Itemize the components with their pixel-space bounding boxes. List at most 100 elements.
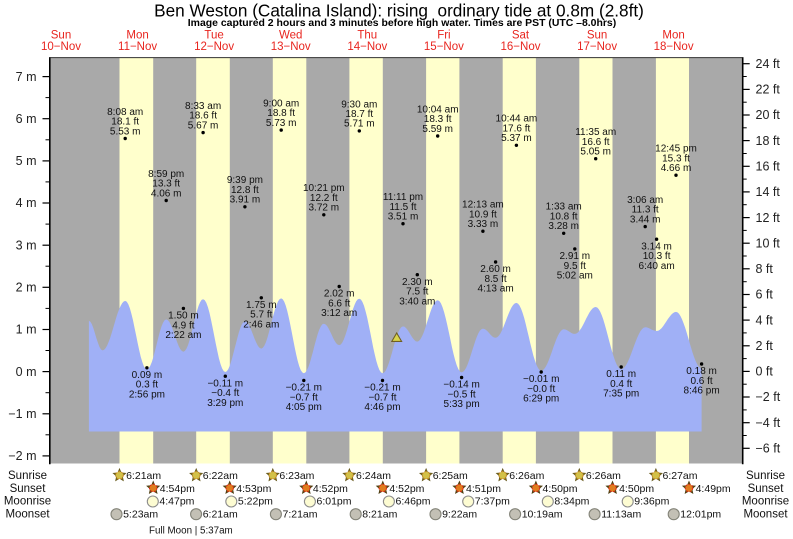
svg-text:−1 m: −1 m [8, 407, 36, 421]
svg-text:1 m: 1 m [16, 323, 37, 337]
svg-text:Sunset: Sunset [748, 483, 785, 495]
svg-text:3.44 m: 3.44 m [630, 214, 661, 225]
svg-text:Ben Weston (Catalina Island):: Ben Weston (Catalina Island): rising ord… [154, 0, 644, 20]
svg-text:5.71 m: 5.71 m [344, 119, 375, 130]
svg-text:4 m: 4 m [16, 196, 37, 210]
svg-text:Thu: Thu [357, 30, 377, 42]
svg-text:18.1 ft: 18.1 ft [111, 117, 139, 128]
svg-text:5.05 m: 5.05 m [580, 147, 611, 158]
svg-text:−0.21 m: −0.21 m [364, 383, 400, 394]
svg-text:5.67 m: 5.67 m [188, 120, 219, 131]
svg-text:18.3 ft: 18.3 ft [424, 114, 452, 125]
svg-text:4.9 ft: 4.9 ft [172, 320, 194, 331]
svg-text:6:40 am: 6:40 am [639, 261, 675, 272]
svg-text:15−Nov: 15−Nov [424, 41, 464, 53]
svg-text:8:46 pm: 8:46 pm [684, 386, 720, 397]
svg-text:6:21am: 6:21am [203, 508, 238, 520]
svg-text:1:33 am: 1:33 am [546, 202, 582, 213]
svg-text:10:19am: 10:19am [522, 508, 563, 520]
svg-text:6:27am: 6:27am [663, 470, 698, 482]
svg-text:6:46pm: 6:46pm [396, 496, 431, 508]
svg-text:5 m: 5 m [16, 154, 37, 168]
svg-text:2:56 pm: 2:56 pm [129, 389, 165, 400]
svg-text:16 ft: 16 ft [756, 160, 781, 174]
svg-text:3.91 m: 3.91 m [230, 195, 261, 206]
svg-text:0.6 ft: 0.6 ft [690, 376, 712, 387]
svg-text:7:35 pm: 7:35 pm [603, 389, 639, 400]
svg-text:Sunrise: Sunrise [746, 470, 785, 482]
svg-text:16.6 ft: 16.6 ft [582, 137, 610, 148]
svg-text:6:01pm: 6:01pm [317, 496, 352, 508]
svg-text:Moonset: Moonset [743, 508, 788, 520]
svg-text:−0.14 m: −0.14 m [443, 380, 479, 391]
svg-text:2.30 m: 2.30 m [402, 277, 433, 288]
svg-text:0 m: 0 m [16, 365, 37, 379]
svg-text:4:53pm: 4:53pm [236, 483, 271, 495]
svg-text:16−Nov: 16−Nov [501, 41, 541, 53]
svg-text:4.66 m: 4.66 m [661, 163, 692, 174]
svg-text:Sun: Sun [587, 30, 607, 42]
svg-text:Full Moon | 5:37am: Full Moon | 5:37am [149, 526, 233, 537]
svg-text:5.73 m: 5.73 m [266, 118, 297, 129]
svg-text:13.3 ft: 13.3 ft [152, 179, 180, 190]
svg-text:6:26am: 6:26am [509, 470, 544, 482]
svg-text:3:06 am: 3:06 am [627, 195, 663, 206]
svg-text:24 ft: 24 ft [756, 57, 781, 71]
svg-text:12 ft: 12 ft [756, 211, 781, 225]
svg-text:2 m: 2 m [16, 281, 37, 295]
svg-text:11.3 ft: 11.3 ft [632, 205, 659, 216]
svg-text:6:26am: 6:26am [586, 470, 621, 482]
svg-text:9:00 am: 9:00 am [263, 99, 299, 110]
svg-text:11:11 pm: 11:11 pm [383, 192, 423, 203]
svg-text:Fri: Fri [437, 30, 450, 42]
svg-text:11:13am: 11:13am [601, 508, 641, 520]
svg-text:15.3 ft: 15.3 ft [662, 153, 690, 164]
svg-text:3.33 m: 3.33 m [468, 219, 499, 230]
svg-text:4:46 pm: 4:46 pm [364, 402, 400, 413]
svg-text:Image captured 2 hours and 3 m: Image captured 2 hours and 3 minutes bef… [188, 18, 616, 29]
svg-text:22 ft: 22 ft [756, 83, 781, 97]
svg-text:5:02 am: 5:02 am [557, 271, 593, 282]
svg-text:9:22am: 9:22am [442, 508, 477, 520]
svg-text:−2 m: −2 m [8, 449, 36, 463]
svg-text:3.28 m: 3.28 m [548, 221, 579, 232]
svg-text:3.14 m: 3.14 m [641, 241, 672, 252]
svg-text:3.51 m: 3.51 m [388, 212, 419, 223]
svg-text:4:54pm: 4:54pm [160, 483, 195, 495]
svg-text:5:33 pm: 5:33 pm [444, 399, 480, 410]
svg-text:Sunrise: Sunrise [8, 470, 47, 482]
svg-text:0 ft: 0 ft [756, 365, 774, 379]
svg-text:10.3 ft: 10.3 ft [643, 251, 671, 262]
svg-text:5:23am: 5:23am [123, 508, 158, 520]
svg-text:2.91 m: 2.91 m [560, 251, 591, 262]
svg-text:4:52pm: 4:52pm [313, 483, 348, 495]
svg-text:7:21am: 7:21am [283, 508, 318, 520]
svg-text:2.02 m: 2.02 m [324, 289, 355, 300]
svg-text:−0.5 ft: −0.5 ft [448, 389, 476, 400]
svg-text:7.5 ft: 7.5 ft [406, 287, 428, 298]
svg-text:4:13 am: 4:13 am [478, 284, 514, 295]
svg-text:18.7 ft: 18.7 ft [345, 109, 373, 120]
svg-text:2 ft: 2 ft [756, 339, 774, 353]
svg-text:8:34pm: 8:34pm [554, 496, 589, 508]
svg-text:0.4 ft: 0.4 ft [610, 379, 632, 390]
svg-text:2:46 am: 2:46 am [243, 319, 279, 330]
svg-text:1.75 m: 1.75 m [246, 300, 277, 311]
svg-text:Mon: Mon [662, 30, 684, 42]
svg-text:9:39 pm: 9:39 pm [227, 175, 263, 186]
svg-text:6:24am: 6:24am [356, 470, 391, 482]
svg-text:5.53 m: 5.53 m [110, 126, 141, 137]
svg-text:8:08 am: 8:08 am [107, 107, 143, 118]
svg-text:9:36pm: 9:36pm [634, 496, 669, 508]
svg-text:6 m: 6 m [16, 112, 37, 126]
svg-text:17.6 ft: 17.6 ft [502, 123, 530, 134]
svg-text:5.37 m: 5.37 m [501, 133, 532, 144]
svg-text:14−Nov: 14−Nov [347, 41, 387, 53]
svg-text:8:59 pm: 8:59 pm [148, 169, 184, 180]
svg-text:5:22pm: 5:22pm [238, 496, 273, 508]
svg-text:6:21am: 6:21am [126, 470, 161, 482]
svg-text:−0.4 ft: −0.4 ft [211, 388, 239, 399]
svg-text:−2 ft: −2 ft [756, 390, 781, 404]
svg-text:Moonrise: Moonrise [742, 496, 789, 508]
svg-text:Moonrise: Moonrise [4, 496, 51, 508]
